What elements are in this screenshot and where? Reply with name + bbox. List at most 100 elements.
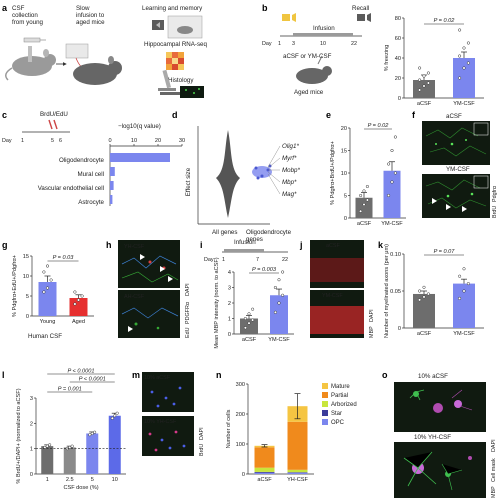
y-tick-label: 60: [395, 36, 401, 42]
data-point: [426, 292, 430, 296]
data-point: [426, 81, 430, 85]
microscopy-yhcsf10: [142, 416, 194, 456]
stain-pdgfra-label: Pdgfrα: [492, 186, 498, 202]
data-point: [462, 267, 466, 271]
legend-label: OPC: [331, 420, 345, 426]
data-point: [365, 184, 369, 189]
data-point: [418, 298, 422, 302]
bar: [108, 415, 121, 474]
data-point: [73, 290, 77, 294]
learning-memory-label: Learning and memory: [142, 5, 203, 12]
bar: [41, 446, 54, 474]
data-point: [466, 41, 470, 45]
acsf-label: aCSF: [326, 243, 340, 249]
y-tick-label: 0: [398, 326, 401, 332]
x-tick-label: 5: [91, 477, 94, 483]
bar: [38, 282, 57, 316]
category-label: All genes: [212, 229, 237, 236]
bar: [110, 181, 114, 190]
bar: [240, 318, 258, 334]
x-tick-label: 30: [179, 138, 185, 144]
day-tick: 22: [282, 257, 288, 263]
data-point: [393, 171, 397, 175]
y-axis-label: Number of cells: [226, 409, 232, 448]
gene-label: Olig1*: [282, 143, 299, 150]
data-point: [277, 278, 281, 282]
aged-mouse-icon: [296, 55, 332, 84]
bar: [110, 167, 115, 176]
y-tick-label: 80: [395, 16, 401, 22]
p-value-label: P = 0.02: [368, 123, 390, 129]
stain-dapi-label: DAPI: [185, 283, 191, 296]
x-tick-label: aCSF: [417, 331, 432, 337]
x-tick-label: aCSF: [257, 477, 272, 483]
data-point: [110, 416, 114, 420]
infusion-bar: [293, 33, 353, 36]
y-tick-label: 40: [395, 56, 401, 62]
day-tick: 1: [222, 257, 225, 263]
day-label: Day: [204, 257, 214, 263]
panel-letter-o: o: [382, 370, 388, 380]
panel-f: f aCSF YM-CSF BrdU Pdgfrα: [412, 110, 498, 218]
cell-texture: [409, 389, 473, 413]
data-point: [277, 301, 281, 305]
y-tick-label: 300: [236, 382, 245, 388]
day-tick: 1: [21, 138, 24, 144]
y-axis-label: % Pdgfrα+BrdU+/Pdgfrα+: [330, 141, 336, 205]
y-tick-label: 15: [341, 149, 347, 155]
y-tick-label: 20: [395, 76, 401, 82]
bar: [110, 195, 113, 204]
panel-j: j aCSF YM-CSF MBP DAPI: [299, 240, 375, 338]
data-point: [422, 295, 426, 299]
bar: [383, 170, 401, 218]
histology-label: Histology: [168, 77, 194, 84]
injection-arrow-icon: [53, 119, 58, 130]
data-point: [76, 298, 81, 302]
x-tick-label: Aged: [72, 319, 85, 325]
data-point: [359, 193, 363, 198]
day-tick: 10: [320, 41, 326, 47]
gene-label: Mbp*: [282, 179, 297, 186]
y-tick-label: 0: [30, 472, 33, 478]
human-csf-label: Human CSF: [28, 333, 62, 340]
panel-letter-m: m: [132, 370, 140, 380]
data-point: [365, 198, 369, 202]
rnaseq-label: Hippocampal RNA-seq: [144, 41, 207, 48]
x-tick-label: aCSF: [417, 101, 432, 107]
stain-cellmask-label: Cell mask: [491, 458, 497, 482]
data-point: [88, 433, 92, 437]
y-tick-label: 2: [30, 421, 33, 427]
day-tick: 6: [59, 138, 62, 144]
data-point: [247, 312, 251, 316]
bar: [453, 58, 475, 98]
bar: [110, 153, 170, 162]
p-value-label: P = 0.001: [58, 387, 82, 393]
panel-letter-l: l: [2, 370, 5, 380]
violin-all-genes: [216, 130, 240, 218]
x-tick-label: YM-CSF: [268, 337, 290, 343]
legend-label: Arborized: [331, 402, 357, 408]
mice-label: Aged mice: [294, 89, 324, 96]
arrowhead-icon: [140, 254, 145, 260]
p-value-label: P < 0.0001: [67, 369, 94, 375]
data-point: [113, 414, 117, 418]
data-point: [115, 411, 119, 415]
data-point: [42, 270, 46, 274]
bar: [355, 197, 373, 218]
arrowhead-icon: [168, 276, 173, 282]
microscopy-yhcsf10: [394, 442, 486, 498]
p-value-label: P = 0.003: [252, 267, 277, 273]
day-label: Day: [262, 41, 272, 47]
x-tick-label: 10: [131, 138, 137, 144]
oligo-gene-points: [252, 164, 272, 180]
panel-letter-a: a: [2, 3, 8, 13]
y-tick-label: 0.10: [390, 252, 401, 258]
panel-o: o 10% aCSF 10% YH-CSF MBP Cell mask DAPI: [382, 370, 497, 498]
panel-letter-f: f: [412, 110, 416, 120]
panel-letter-b: b: [262, 3, 268, 13]
bar: [453, 283, 475, 328]
syringe-icon: [23, 37, 46, 43]
category-label: Oligodendrocyte genes: [246, 229, 292, 243]
